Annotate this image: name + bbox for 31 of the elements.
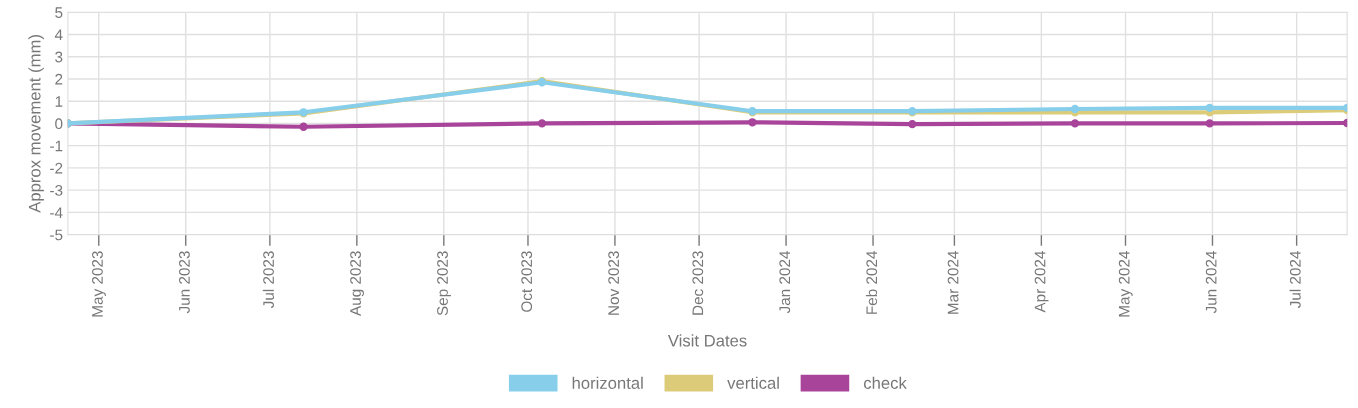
x-tick-label: Jul 2023 [262, 251, 274, 309]
y-tick-label: 4 [54, 29, 63, 41]
y-tick-label: -5 [50, 229, 63, 241]
y-tick-label: 2 [55, 73, 63, 85]
y-tick-label: 5 [55, 7, 63, 18]
y-tick-label: 1 [55, 96, 63, 107]
x-tick-label: Nov 2023 [608, 251, 620, 315]
y-tick-label: 0 [55, 118, 63, 130]
legend-label: horizontal [572, 376, 643, 389]
x-axis-title: Visit Dates [667, 334, 747, 347]
legend-label: vertical [727, 376, 779, 389]
y-tick-label: -1 [50, 140, 63, 152]
x-tick-label: Aug 2023 [350, 251, 364, 316]
x-tick-label: Apr 2024 [1034, 251, 1049, 313]
x-tick-label: Jul 2024 [1289, 251, 1301, 309]
x-tick-label: Mar 2024 [947, 251, 959, 314]
x-tick-label: Oct 2023 [521, 251, 533, 312]
y-tick-label: -3 [50, 185, 63, 196]
x-tick-label: Dec 2023 [692, 251, 704, 315]
legend-label: check [863, 376, 907, 389]
x-tick-label: May 2024 [1118, 251, 1133, 317]
x-tick-label: Jun 2023 [179, 251, 190, 314]
y-tick-label: 3 [55, 51, 63, 63]
x-tick-label: Sep 2023 [437, 251, 451, 316]
y-axis-title: Approx movement (mm) [28, 35, 44, 213]
y-tick-label: -4 [50, 207, 63, 218]
x-tick-label: Jan 2024 [779, 251, 791, 314]
x-tick-label: Jun 2024 [1205, 251, 1217, 314]
x-tick-label: Feb 2024 [865, 251, 878, 314]
x-tick-label: May 2023 [92, 251, 106, 317]
y-tick-label: -2 [50, 162, 63, 174]
